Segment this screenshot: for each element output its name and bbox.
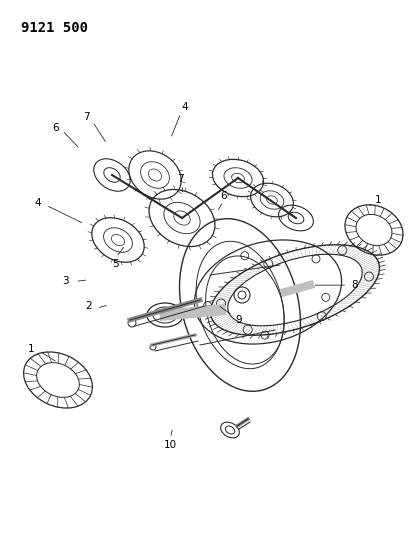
- Text: 1: 1: [375, 195, 381, 205]
- Text: 10: 10: [164, 440, 177, 450]
- Text: 1: 1: [28, 344, 34, 354]
- Text: 2: 2: [85, 302, 92, 311]
- Text: 6: 6: [52, 123, 59, 133]
- Text: 5: 5: [112, 259, 118, 269]
- Text: 7: 7: [178, 174, 184, 183]
- Text: 4: 4: [35, 198, 41, 207]
- Text: 3: 3: [62, 277, 69, 286]
- Text: 4: 4: [182, 102, 188, 111]
- Text: 6: 6: [221, 191, 227, 201]
- Text: 9121 500: 9121 500: [21, 21, 88, 35]
- Text: 8: 8: [351, 280, 358, 290]
- Text: 7: 7: [83, 112, 90, 122]
- Text: 9: 9: [235, 315, 242, 325]
